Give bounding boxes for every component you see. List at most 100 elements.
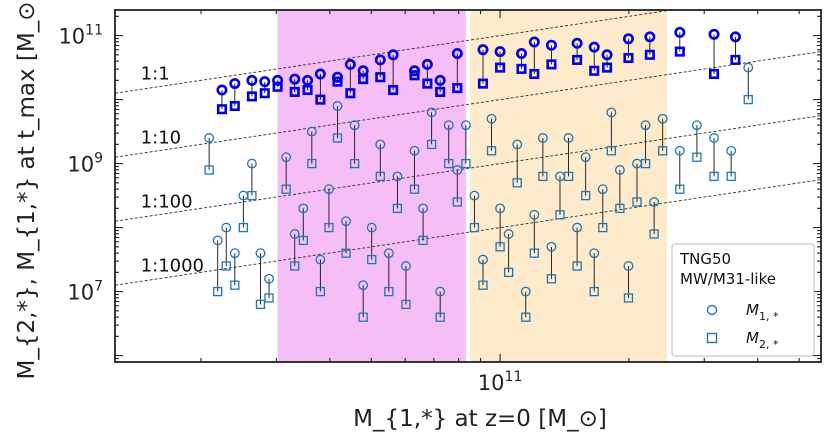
legend-entry-label: M1, *	[746, 301, 779, 323]
data-point-M2_star_tmax_major	[708, 68, 720, 80]
data-point-M2_star_tmax	[538, 171, 548, 182]
data-point-M1_star_tmax	[537, 133, 548, 143]
tick-labels: 1011 109 107 1011	[58, 23, 522, 395]
data-point-M1_star_tmax	[649, 197, 660, 207]
data-point-M2_star_tmax_major	[302, 84, 313, 96]
y-tick-label: 107	[67, 279, 103, 305]
data-point-M1_star_tmax	[418, 203, 429, 214]
data-point-M1_star_tmax_major	[289, 73, 301, 85]
data-point-M2_star_tmax	[247, 190, 257, 201]
data-point-M2_star_tmax_major	[674, 46, 685, 57]
data-point-M2_star_tmax_major	[409, 70, 420, 81]
data-point-M2_star_tmax	[392, 203, 403, 214]
data-point-M1_star_tmax_major	[451, 48, 463, 60]
data-point-M2_star_tmax	[615, 203, 625, 214]
data-point-M2_star_tmax	[315, 286, 326, 297]
data-point-M1_star_tmax_major	[729, 31, 741, 43]
data-point-M1_star_tmax	[743, 62, 754, 73]
data-point-M2_star_tmax	[555, 210, 565, 220]
data-point-M2_star_tmax_major	[358, 74, 369, 85]
data-point-M2_star_tmax	[213, 286, 223, 297]
data-point-M1_star_tmax_major	[601, 49, 613, 61]
data-point-M1_star_tmax	[323, 184, 334, 195]
data-point-M2_star_tmax	[444, 158, 454, 169]
data-point-M2_star_tmax	[658, 146, 668, 156]
data-point-M1_star_tmax	[392, 171, 403, 182]
data-point-M2_star_tmax_major	[216, 104, 228, 115]
data-point-M1_star_tmax_major	[434, 74, 446, 86]
data-point-M2_star_tmax	[589, 286, 599, 297]
ratio-label: 1:10	[141, 127, 181, 148]
data-point-M2_star_tmax	[332, 133, 343, 143]
data-point-M1_star_tmax_major	[344, 58, 356, 70]
data-point-M1_star_tmax	[478, 254, 488, 265]
data-point-M2_star_tmax	[384, 286, 394, 297]
data-point-M2_star_tmax_major	[375, 72, 386, 83]
data-point-M1_star_tmax_major	[571, 37, 583, 49]
data-point-M1_star_tmax_major	[229, 78, 241, 90]
legend-box	[671, 243, 815, 357]
data-point-M1_star_tmax	[426, 107, 437, 118]
data-point-M1_star_tmax_major	[644, 31, 656, 43]
data-point-M2_star_tmax	[255, 299, 266, 310]
data-point-M2_star_tmax	[341, 248, 351, 258]
ratio-labels: 1:1 1:10 1:100 1:1000	[141, 63, 204, 276]
data-point-M2_star_tmax_major	[259, 88, 270, 99]
data-point-M1_star_tmax	[204, 133, 215, 143]
data-point-M2_star_tmax_major	[623, 52, 634, 64]
data-point-M1_star_tmax_major	[246, 74, 258, 86]
data-point-M1_star_tmax_major	[421, 58, 433, 70]
data-point-M2_star_tmax_major	[388, 84, 399, 96]
magenta-band	[277, 10, 466, 362]
ratio-label: 1:1000	[141, 255, 204, 276]
data-point-M2_star_tmax_major	[589, 65, 600, 76]
legend: TNG50 MW/M31-like M1, * M2, *	[671, 243, 815, 357]
data-point-M2_star_tmax	[264, 293, 274, 303]
data-point-M2_star_tmax	[401, 299, 411, 310]
data-points	[204, 26, 754, 322]
data-point-M2_star_tmax_major	[422, 78, 433, 89]
data-point-M1_star_tmax_major	[387, 49, 399, 61]
data-point-M1_star_tmax	[435, 286, 446, 297]
data-point-M1_star_tmax	[572, 222, 583, 233]
data-point-M2_star_tmax	[290, 261, 300, 271]
data-point-M1_star_tmax	[563, 133, 574, 143]
connector-lines	[208, 32, 749, 318]
data-point-M1_star_tmax	[657, 113, 668, 124]
data-point-M1_star_tmax	[597, 184, 608, 195]
data-point-M1_star_tmax_major	[216, 84, 228, 96]
legend-entry-label: M2, *	[746, 329, 779, 351]
x-axis-label: M_{1,*} at z=0 [M_⊙]	[353, 406, 607, 432]
data-point-M1_star_tmax	[341, 216, 352, 227]
data-point-M2_star_tmax	[452, 197, 462, 207]
y-tick-label: 1011	[58, 23, 103, 49]
data-point-M2_star_tmax	[598, 222, 608, 233]
data-point-M1_star_tmax	[281, 152, 292, 163]
y-tick-label: 109	[67, 151, 103, 177]
data-point-M1_star_tmax_major	[588, 41, 600, 53]
data-point-M2_star_tmax	[675, 184, 685, 194]
data-point-M2_star_tmax_major	[546, 59, 557, 70]
data-point-M2_star_tmax_major	[644, 49, 655, 60]
data-point-M1_star_tmax_major	[272, 74, 284, 86]
data-point-M1_star_tmax	[409, 145, 420, 156]
data-point-M1_star_tmax_major	[528, 36, 540, 48]
data-point-M1_star_tmax	[495, 203, 506, 214]
data-point-M1_star_tmax_major	[314, 68, 326, 80]
data-point-M2_star_tmax	[640, 158, 651, 169]
data-point-M2_star_tmax	[204, 165, 214, 175]
data-point-M2_star_tmax_major	[345, 88, 356, 99]
y-axis-label: M_{2,*}, M_{1,*} at t_max [M_⊙]	[14, 0, 40, 379]
data-point-M1_star_tmax	[640, 120, 651, 131]
data-point-M1_star_tmax_major	[259, 76, 271, 88]
data-point-M1_star_tmax	[366, 222, 377, 233]
data-point-M2_star_tmax_major	[246, 91, 257, 102]
plot-frame	[114, 9, 822, 363]
data-point-M2_star_tmax	[367, 254, 377, 265]
ratio-line	[115, 10, 675, 94]
data-point-M2_star_tmax	[426, 139, 437, 150]
legend-marker-square	[706, 332, 718, 344]
data-point-M2_star_tmax	[572, 261, 582, 271]
data-point-M1_star_tmax_major	[477, 44, 489, 56]
ratio-line	[115, 179, 821, 286]
